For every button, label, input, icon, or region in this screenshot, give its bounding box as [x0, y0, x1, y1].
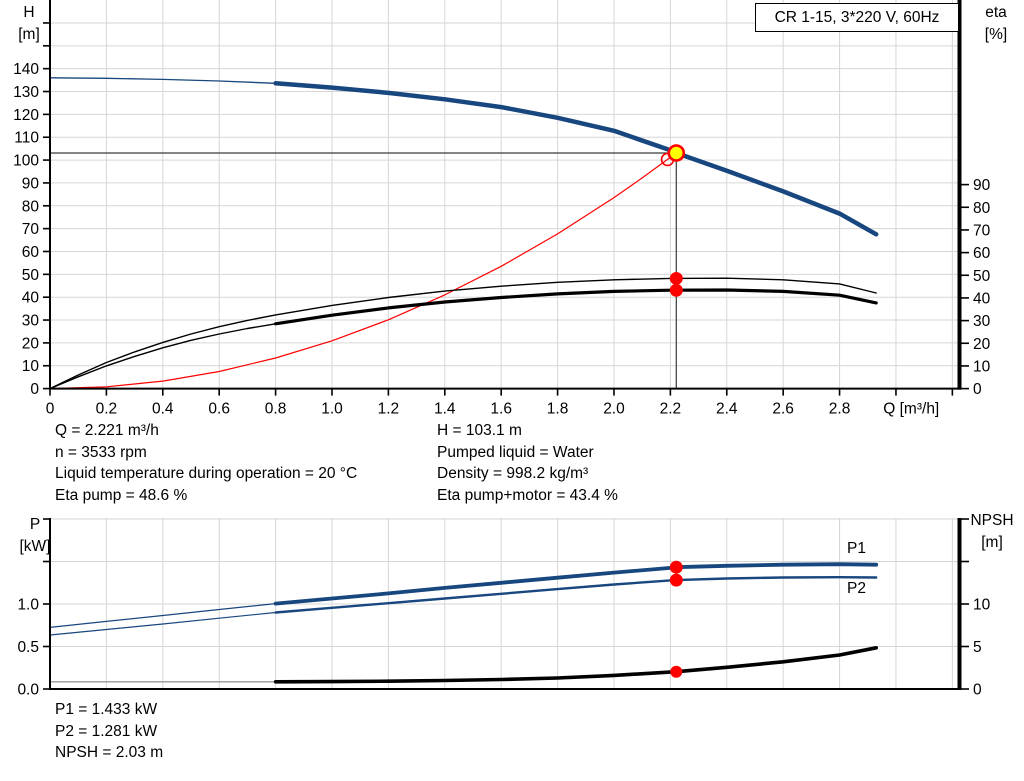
head-curve: [273, 81, 879, 237]
left-tick-label: 130: [13, 84, 39, 101]
x-tick-label: 2.6: [772, 401, 794, 418]
x-tick-label: 2.0: [603, 401, 625, 418]
p1-curve-thin: [49, 602, 277, 629]
h-axis-label-line2: [m]: [18, 26, 40, 43]
duty-point: [667, 144, 686, 162]
p2-curve-thin: [49, 611, 277, 636]
right-tick-label: 5: [973, 639, 982, 656]
eta-pump-motor-curve-thin: [49, 323, 277, 390]
x-tick-label: 0.8: [265, 401, 287, 418]
left-tick-label: 70: [22, 221, 40, 238]
right-tick-label: 20: [973, 336, 991, 353]
x-tick-label: 0.6: [208, 401, 230, 418]
info-eta-pump-motor: Eta pump+motor = 43.4 %: [437, 486, 618, 504]
p-axis-label-line2: [kW]: [19, 538, 51, 555]
x-tick-label: 1.8: [547, 401, 569, 418]
x-tick-label: 0.2: [96, 401, 118, 418]
npsh-axis-label-line2: [m]: [981, 534, 1003, 551]
info-p2: P2 = 1.281 kW: [55, 722, 158, 740]
info-speed: n = 3533 rpm: [55, 443, 147, 461]
right-tick-label: 80: [973, 200, 991, 217]
left-tick-label: 0.0: [17, 682, 39, 699]
p2-point: [669, 573, 683, 587]
left-tick-label: 10: [22, 358, 40, 375]
curve-title-box: CR 1-15, 3*220 V, 60Hz: [755, 3, 959, 32]
left-tick-label: 80: [22, 198, 40, 215]
duty-info-left: Q = 2.221 m³/h n = 3533 rpm Liquid tempe…: [55, 420, 357, 506]
right-tick-label: 0: [973, 381, 982, 398]
eta-pump-motor-curve: [274, 288, 878, 326]
left-tick-label: 0.5: [17, 639, 39, 656]
x-tick-label: 0: [46, 401, 55, 418]
left-tick-label: 1.0: [17, 597, 39, 614]
eta-axis-label: eta [%]: [974, 2, 1018, 46]
right-tick-label: 50: [973, 268, 991, 285]
right-tick-label: 40: [973, 290, 991, 307]
info-head: H = 103.1 m: [437, 422, 522, 439]
x-tick-label: 1.6: [490, 401, 512, 418]
series-label-p1: P1: [847, 540, 866, 557]
eta-pump-curve: [49, 277, 877, 390]
left-tick-label: 20: [22, 335, 40, 352]
h-axis-label: H [m]: [8, 2, 50, 46]
npsh-axis-label: NPSH [m]: [962, 510, 1022, 554]
p1-point: [669, 560, 683, 574]
h-axis-label-line1: H: [23, 4, 35, 21]
head-curve-thin: [49, 77, 277, 84]
p1-curve: [273, 562, 879, 606]
x-axis-title: Q [m³/h]: [883, 401, 939, 418]
eta-axis-label-line1: eta: [985, 4, 1007, 21]
x-tick-label: 1.0: [321, 401, 343, 418]
right-tick-label: 30: [973, 313, 991, 330]
npsh-axis-label-line1: NPSH: [970, 512, 1014, 529]
info-liquid-temperature: Liquid temperature during operation = 20…: [55, 465, 358, 482]
info-pumped-liquid: Pumped liquid = Water: [437, 443, 594, 461]
x-tick-label: 2.2: [660, 401, 682, 418]
right-tick-label: 10: [973, 597, 991, 614]
info-npsh: NPSH = 2.03 m: [55, 744, 164, 761]
x-tick-label: 1.2: [378, 401, 400, 418]
right-tick-label: 60: [973, 245, 991, 262]
left-tick-label: 30: [22, 313, 40, 330]
left-tick-label: 50: [22, 267, 40, 284]
left-tick-label: 60: [22, 244, 40, 261]
info-flow: Q = 2.221 m³/h: [55, 422, 159, 439]
npsh-curve: [273, 645, 879, 684]
npsh-point: [670, 665, 683, 678]
system-curve: [49, 152, 677, 390]
right-tick-label: 10: [973, 358, 991, 375]
left-tick-label: 40: [22, 290, 40, 307]
p-axis-label-line1: P: [29, 516, 41, 533]
eta-axis-label-line2: [%]: [984, 26, 1008, 43]
left-tick-label: 0: [30, 381, 39, 398]
left-tick-label: 100: [13, 153, 39, 170]
series-label-p2: P2: [847, 580, 866, 597]
info-density: Density = 998.2 kg/m³: [437, 465, 589, 482]
left-tick-label: 140: [13, 61, 39, 78]
right-tick-label: 0: [973, 682, 982, 699]
duty-info-right: H = 103.1 m Pumped liquid = Water Densit…: [437, 420, 618, 506]
p2-curve: [274, 576, 878, 614]
right-tick-label: 90: [973, 177, 991, 194]
left-tick-label: 110: [14, 130, 39, 147]
eta-pump-point: [669, 271, 683, 285]
x-tick-label: 2.8: [829, 401, 851, 418]
info-p1: P1 = 1.433 kW: [55, 701, 158, 718]
info-eta-pump: Eta pump = 48.6 %: [55, 486, 188, 504]
x-tick-label: 2.4: [716, 401, 738, 418]
left-tick-label: 90: [22, 175, 40, 192]
x-tick-label: 0.4: [152, 401, 174, 418]
left-tick-label: 120: [13, 107, 39, 124]
p-axis-label: P [kW]: [14, 514, 56, 558]
x-tick-label: 1.4: [434, 401, 456, 418]
eta-pump-motor-point: [669, 283, 683, 297]
power-info: P1 = 1.433 kW P2 = 1.281 kW NPSH = 2.03 …: [55, 699, 163, 764]
right-tick-label: 70: [973, 222, 991, 239]
